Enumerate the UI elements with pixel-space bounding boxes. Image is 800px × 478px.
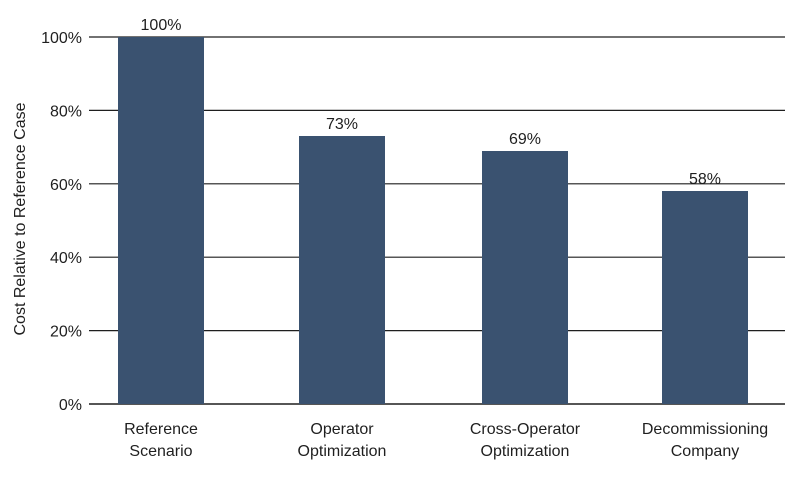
data-label: 69%: [509, 131, 541, 148]
category-label: Cross-Operator: [470, 421, 581, 438]
y-tick-label: 20%: [50, 324, 82, 341]
y-tick-label: 60%: [50, 177, 82, 194]
data-labels: 100% 73% 69% 58%: [141, 17, 721, 188]
y-tick-label: 40%: [50, 250, 82, 267]
category-label: Optimization: [298, 443, 387, 460]
x-axis-categories: Reference Scenario Operator Optimization Cro…: [124, 421, 768, 460]
bar: [118, 37, 204, 404]
bar: [482, 150, 568, 404]
category-label: Company: [671, 443, 739, 460]
y-tick-label: 100%: [41, 30, 82, 47]
bar: [662, 191, 748, 404]
category-label: Optimization: [481, 443, 570, 460]
category-label: Operator: [310, 421, 374, 438]
category-label: Decommissioning: [642, 421, 768, 438]
data-label: 58%: [689, 171, 721, 188]
bars: [118, 37, 748, 404]
category-label: Reference: [124, 421, 198, 438]
category-label: Scenario: [129, 443, 192, 460]
data-label: 100%: [141, 17, 182, 34]
y-axis-ticks: 0% 20% 40% 60% 80% 100%: [41, 30, 82, 414]
bar: [299, 136, 385, 404]
y-tick-label: 0%: [59, 397, 82, 414]
data-label: 73%: [326, 116, 358, 133]
y-axis-title: Cost Relative to Reference Case: [12, 102, 29, 335]
y-tick-label: 80%: [50, 103, 82, 120]
